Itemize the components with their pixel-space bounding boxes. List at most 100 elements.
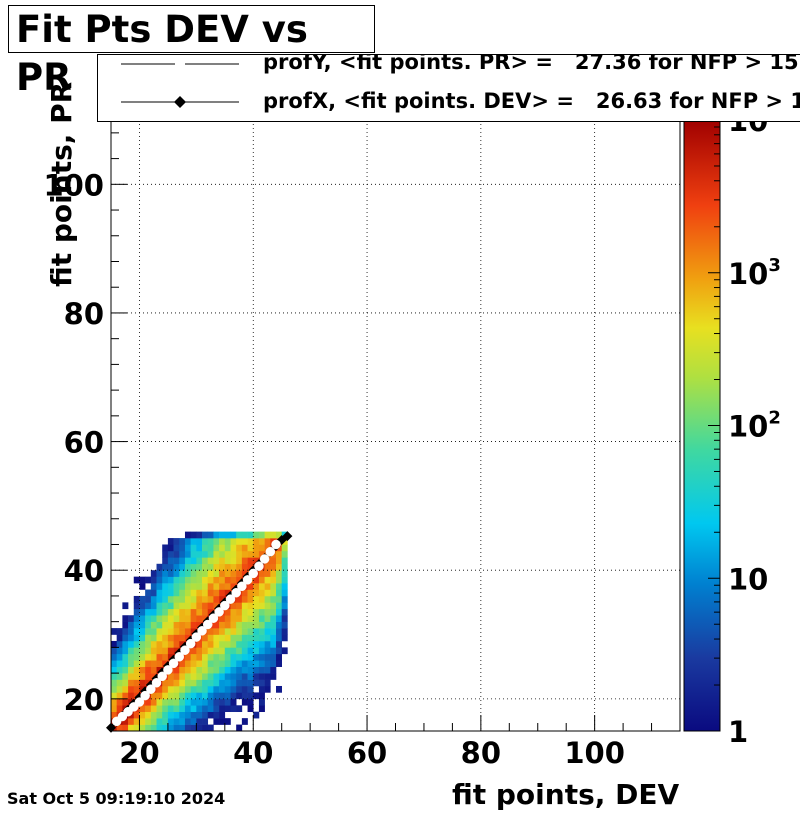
x-tick-label: 20 (119, 736, 159, 770)
heatmap-cell (247, 595, 254, 603)
heatmap-cell (173, 576, 180, 584)
heatmap-cell (167, 724, 174, 732)
legend-entry-profX: profX, <fit points. DEV> = 26.63 for NFP… (263, 89, 800, 113)
heatmap-cell (111, 673, 117, 680)
heatmap-cell (122, 660, 129, 667)
profX-point (282, 531, 293, 542)
heatmap-cell (213, 673, 220, 680)
heatmap-cell (184, 653, 191, 661)
heatmap-cell (167, 718, 174, 725)
heatmap-cell (247, 634, 254, 642)
heatmap-cell (236, 576, 243, 584)
heatmap-cell (196, 608, 203, 616)
heatmap-cell (122, 653, 129, 661)
heatmap-cell (150, 718, 157, 725)
heatmap-cell (139, 595, 146, 603)
heatmap-cell (281, 544, 288, 552)
heatmap-cell (224, 640, 231, 648)
heatmap-cell (133, 685, 140, 693)
heatmap-cell (196, 615, 203, 622)
heatmap-cell (202, 679, 209, 687)
heatmap-cell (179, 550, 186, 558)
heatmap-cell (219, 538, 226, 545)
heatmap-cell (264, 653, 271, 661)
heatmap-cell (167, 647, 174, 655)
heatmap-cell (162, 589, 169, 597)
heatmap-cell (190, 628, 197, 635)
heatmap-cell (122, 724, 129, 732)
heatmap-cell (224, 621, 231, 629)
heatmap-cell (253, 583, 260, 590)
heatmap-cell (128, 679, 135, 687)
heatmap-cell (167, 550, 174, 558)
profY-point (225, 594, 236, 604)
heatmap-cell (253, 660, 260, 667)
heatmap-cell (145, 615, 152, 622)
heatmap-cell (122, 666, 129, 674)
heatmap-cell (202, 673, 209, 680)
heatmap-cell (224, 531, 231, 539)
heatmap-cell (213, 666, 220, 674)
heatmap-cell (247, 621, 254, 629)
heatmap-cell (122, 692, 129, 700)
heatmap-cell (173, 563, 180, 571)
heatmap-cell (184, 692, 191, 700)
heatmap-cell (258, 538, 265, 545)
heatmap-cell (173, 570, 180, 577)
heatmap-cell (213, 570, 220, 577)
heatmap-cell (270, 602, 277, 610)
heatmap-cell (219, 621, 226, 629)
heatmap-cell (184, 544, 191, 552)
heatmap-cell (276, 615, 282, 622)
heatmap-cell (196, 705, 203, 713)
heatmap-cell (128, 615, 135, 622)
heatmap-cell (145, 653, 152, 661)
heatmap-cell (258, 653, 265, 661)
heatmap-cell (213, 711, 220, 719)
heatmap-cell (230, 602, 237, 610)
heatmap-cell (162, 557, 169, 565)
heatmap-cell (196, 589, 203, 597)
heatmap-cell (219, 660, 226, 667)
heatmap-cell (156, 583, 163, 590)
heatmap-cell (145, 640, 152, 648)
heatmap-cell (156, 621, 163, 629)
heatmap-cell (145, 634, 152, 642)
heatmap-cell (219, 576, 226, 584)
heatmap-cell (139, 647, 146, 655)
heatmap-cell (196, 653, 203, 661)
heatmap-cell (236, 550, 243, 558)
heatmap-cell (162, 660, 169, 667)
heatmap-cell (184, 570, 191, 577)
heatmap-cell (264, 640, 271, 648)
heatmap-cell (213, 628, 220, 635)
heatmap-cell (213, 705, 220, 713)
heatmap-cell (270, 576, 277, 584)
heatmap-cell (196, 621, 203, 629)
heatmap-cell (190, 538, 197, 545)
heatmap-cell (139, 653, 146, 661)
heatmap-cell (162, 634, 169, 642)
heatmap-cell (150, 570, 157, 577)
heatmap-cell (167, 692, 174, 700)
heatmap-cell (258, 621, 265, 629)
heatmap-cell (224, 679, 231, 687)
heatmap-cell (276, 621, 282, 629)
heatmap-cell (219, 544, 226, 552)
profY-point (265, 546, 276, 557)
heatmap-cell (230, 692, 237, 700)
heatmap-cell (207, 544, 214, 552)
heatmap-cell (276, 563, 282, 571)
heatmap-cell (270, 660, 277, 667)
heatmap-cell (230, 531, 237, 539)
heatmap-cell (253, 538, 260, 545)
heatmap-cell (190, 692, 197, 700)
heatmap-cell (162, 724, 169, 732)
heatmap-cell (179, 692, 186, 700)
heatmap-cell (258, 595, 265, 603)
heatmap-cell (133, 679, 140, 687)
heatmap-cell (179, 563, 186, 571)
heatmap-cell (247, 685, 254, 693)
profY-point (271, 539, 281, 550)
heatmap-cell (139, 673, 146, 680)
